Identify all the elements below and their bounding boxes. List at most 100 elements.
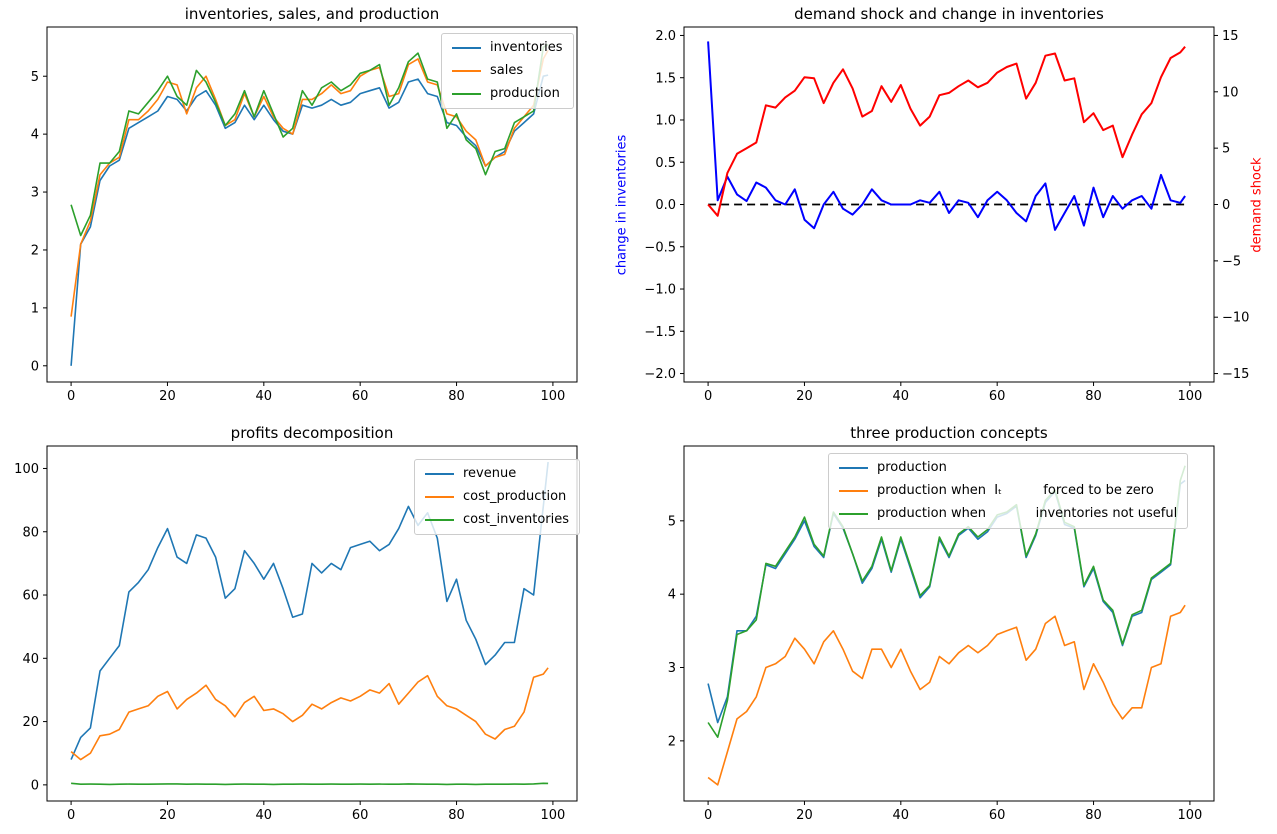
cost_inventories-line — [71, 782, 549, 786]
svg-text:80: 80 — [22, 525, 39, 540]
svg-text:0: 0 — [1222, 198, 1230, 213]
svg-text:100: 100 — [1177, 808, 1202, 823]
svg-text:80: 80 — [448, 808, 465, 823]
revenue-line — [70, 462, 549, 760]
y-axis-left: 0 1 2 3 4 5 — [31, 70, 47, 374]
svg-text:20: 20 — [796, 808, 813, 823]
legend-label: inventories — [490, 40, 563, 55]
svg-text:0: 0 — [704, 808, 712, 823]
legend-label: production when inventories not useful — [877, 506, 1178, 521]
change-in-inventories-line — [707, 41, 1186, 231]
legend-label: production when Iₜ forced to be zero — [877, 483, 1154, 498]
svg-text:0.5: 0.5 — [655, 156, 676, 171]
legend-line-swatch — [839, 467, 868, 469]
svg-text:100: 100 — [540, 389, 565, 404]
legend-line-swatch — [452, 70, 481, 72]
legend-line-swatch — [839, 513, 868, 515]
chart-title-inventories-sales-production: inventories, sales, and production — [184, 5, 440, 23]
x-axis: 0 20 40 60 80 100 — [67, 801, 565, 823]
svg-text:0: 0 — [31, 778, 39, 793]
svg-text:60: 60 — [22, 589, 39, 604]
svg-text:80: 80 — [1085, 808, 1102, 823]
legend-line-swatch — [839, 490, 868, 492]
legend-item-production-inventories-not-useful: production when inventories not useful — [839, 506, 1177, 522]
svg-text:60: 60 — [989, 808, 1006, 823]
x-axis: 0 20 40 60 80 100 — [67, 382, 565, 404]
cost_production-line — [70, 667, 549, 761]
svg-text:4: 4 — [31, 128, 39, 143]
chart-inventories-sales-production: 0 20 40 60 80 100 0 1 2 3 4 5 — [31, 26, 578, 404]
axes-spines — [46, 26, 578, 383]
svg-text:1: 1 — [31, 301, 39, 316]
svg-text:10: 10 — [1222, 85, 1239, 100]
svg-text:0: 0 — [67, 808, 75, 823]
svg-text:15: 15 — [1222, 29, 1239, 44]
svg-text:5: 5 — [668, 514, 676, 529]
svg-text:40: 40 — [256, 808, 273, 823]
svg-text:−0.5: −0.5 — [644, 240, 676, 255]
chart-profits-decomposition: 0 20 40 60 80 100 0 20 40 60 80 100 — [14, 445, 578, 823]
demand-shock-line — [707, 46, 1186, 217]
legend-label: cost_inventories — [463, 512, 570, 527]
chart-title-demand-shock: demand shock and change in inventories — [794, 5, 1104, 23]
x-axis: 0 20 40 60 80 100 — [704, 801, 1202, 823]
svg-text:5: 5 — [1222, 142, 1230, 157]
production-inventories-not-useful-line — [707, 465, 1186, 739]
svg-text:100: 100 — [14, 462, 39, 477]
legend-item-cost_production: cost_production — [425, 489, 569, 505]
y-axis-left: 0 20 40 60 80 100 — [14, 462, 47, 793]
y-axis-right: 15 10 5 0 −5 −10 −15 — [1214, 29, 1249, 382]
legend-label: cost_production — [463, 489, 567, 504]
chart-three-production-concepts: 0 20 40 60 80 100 2 3 4 5 — [668, 445, 1215, 823]
svg-text:3: 3 — [668, 661, 676, 676]
svg-text:4: 4 — [668, 588, 676, 603]
series-group — [707, 41, 1186, 231]
svg-text:40: 40 — [893, 389, 910, 404]
svg-text:0: 0 — [31, 359, 39, 374]
svg-text:−15: −15 — [1222, 367, 1249, 382]
chart-title-profits-decomposition: profits decomposition — [230, 424, 394, 442]
production-line — [70, 43, 549, 237]
legend-line-swatch — [452, 47, 481, 49]
svg-text:1.0: 1.0 — [655, 114, 676, 129]
svg-text:0.0: 0.0 — [655, 198, 676, 213]
legend-line-swatch — [425, 496, 454, 498]
svg-text:40: 40 — [893, 808, 910, 823]
series-group — [70, 43, 549, 366]
legend-label: sales — [490, 63, 524, 78]
legend-inventories-sales-production: inventories sales production — [441, 33, 574, 109]
legend-profits-decomposition: revenue cost_production cost_inventories — [414, 459, 581, 535]
svg-text:60: 60 — [352, 808, 369, 823]
legend-label: production — [877, 460, 947, 475]
x-axis: 0 20 40 60 80 100 — [704, 382, 1202, 404]
sales-line — [70, 49, 549, 317]
y-axis-left: 2 3 4 5 — [668, 514, 684, 749]
series-group — [707, 465, 1186, 786]
y-axis-left: 2.0 1.5 1.0 0.5 0.0 −0.5 −1.0 −1.5 −2.0 — [644, 29, 684, 382]
svg-text:80: 80 — [1085, 389, 1102, 404]
svg-text:80: 80 — [448, 389, 465, 404]
legend-item-production: production — [839, 460, 1177, 476]
production-inventories-forced-zero-line — [707, 604, 1186, 786]
svg-text:20: 20 — [159, 389, 176, 404]
legend-line-swatch — [425, 473, 454, 475]
svg-text:60: 60 — [352, 389, 369, 404]
inventories-line — [70, 74, 549, 366]
svg-text:2: 2 — [668, 734, 676, 749]
svg-text:−10: −10 — [1222, 311, 1249, 326]
svg-text:−1.5: −1.5 — [644, 325, 676, 340]
svg-text:20: 20 — [159, 808, 176, 823]
legend-item-cost_inventories: cost_inventories — [425, 512, 569, 528]
svg-text:−5: −5 — [1222, 254, 1241, 269]
chart-demand-shock-change-in-inventories: 0 20 40 60 80 1002.01.51.00.50.0−0.5−1.0−1.5−… — [644, 26, 1249, 404]
legend-item-production-inventories-forced-zero: production when Iₜ forced to be zero — [839, 483, 1177, 499]
legend-item-revenue: revenue — [425, 466, 569, 482]
svg-text:20: 20 — [22, 715, 39, 730]
legend-label: production — [490, 86, 560, 101]
production-line — [707, 479, 1186, 724]
svg-text:100: 100 — [1177, 389, 1202, 404]
legend-line-swatch — [425, 519, 454, 521]
svg-text:100: 100 — [540, 808, 565, 823]
